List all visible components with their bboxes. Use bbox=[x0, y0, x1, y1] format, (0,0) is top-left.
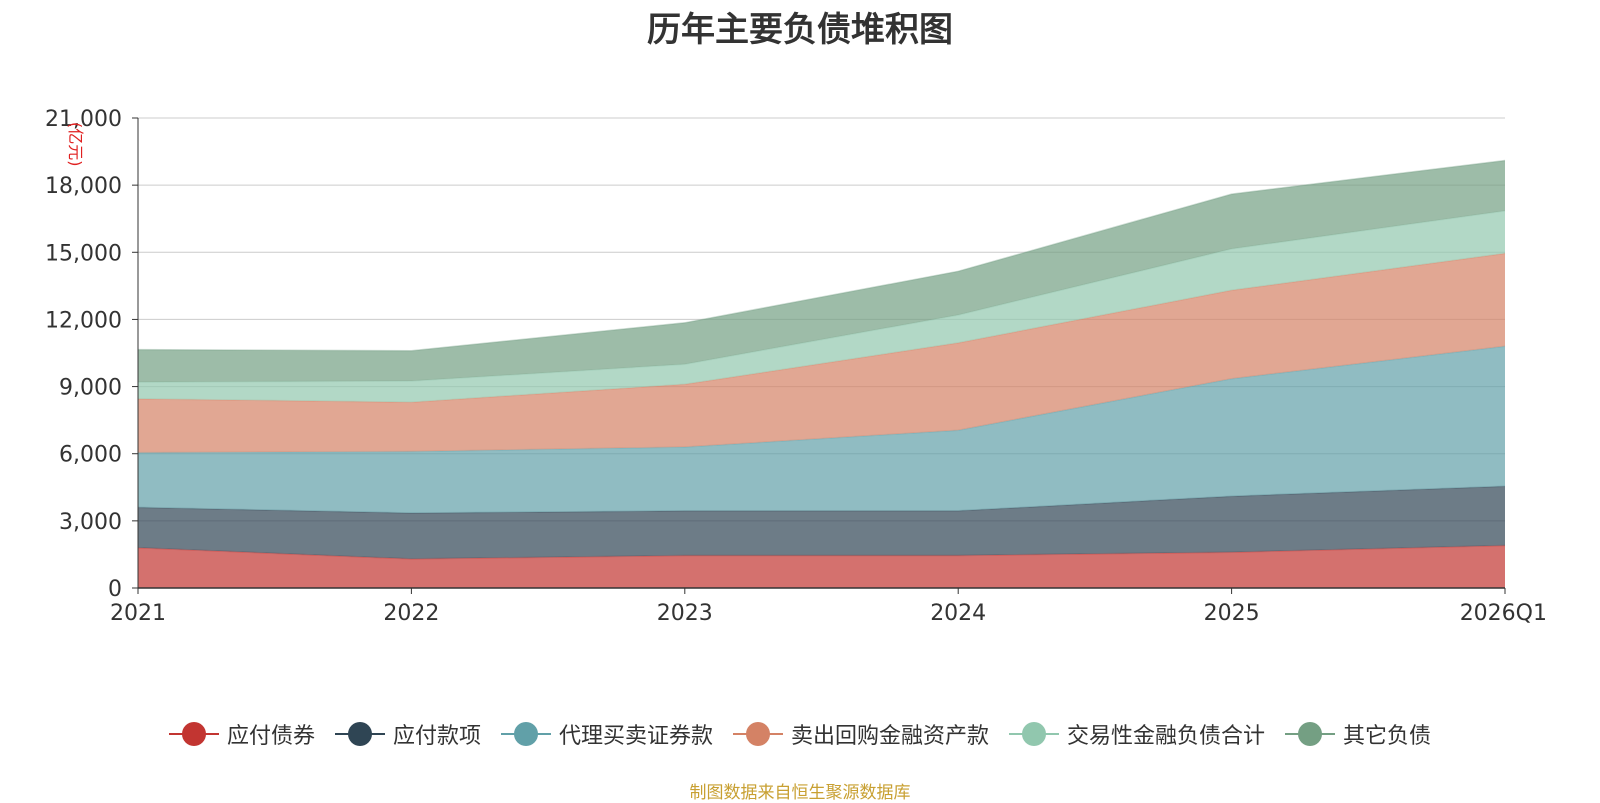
y-tick-label: 18,000 bbox=[45, 174, 122, 199]
legend-marker-icon bbox=[1285, 722, 1336, 746]
area-series-6[interactable] bbox=[138, 160, 1505, 383]
area-series-1[interactable] bbox=[138, 545, 1505, 589]
x-tick-label: 2023 bbox=[657, 601, 713, 626]
y-tick-label: 0 bbox=[108, 577, 122, 602]
area-series-2[interactable] bbox=[138, 486, 1505, 559]
data-source-note: 制图数据来自恒生聚源数据库 bbox=[689, 783, 911, 803]
legend-item-1[interactable]: 应付债券 bbox=[168, 718, 315, 750]
x-tick-label: 2024 bbox=[930, 601, 986, 626]
x-tick-label: 2022 bbox=[383, 601, 439, 626]
y-tick-label: 15,000 bbox=[45, 241, 122, 266]
y-tick-label: 12,000 bbox=[45, 308, 122, 333]
y-axis-unit-label: (亿元) bbox=[66, 122, 85, 167]
x-tick-label: 2026Q1 bbox=[1460, 601, 1547, 626]
legend-label: 应付款项 bbox=[392, 724, 481, 749]
legend-label: 其它负债 bbox=[1343, 724, 1432, 749]
legend-label: 卖出回购金融资产款 bbox=[791, 724, 990, 749]
chart-title: 历年主要负债堆积图 bbox=[647, 10, 953, 50]
legend-marker-icon bbox=[334, 722, 385, 746]
axes: 0 3,000 6,000 9,000 12,000 15,000 18,000 21,000… bbox=[45, 107, 1547, 626]
legend-marker-icon bbox=[1009, 722, 1060, 746]
area-series-5[interactable] bbox=[138, 210, 1505, 403]
legend-item-5[interactable]: 交易性金融负债合计 bbox=[1009, 718, 1265, 750]
legend-item-4[interactable]: 卖出回购金融资产款 bbox=[733, 718, 989, 750]
y-tick-label: 6,000 bbox=[59, 443, 122, 468]
y-tick-label: 3,000 bbox=[59, 510, 122, 535]
legend-marker-icon bbox=[500, 722, 551, 746]
area-series bbox=[137, 159, 1506, 589]
legend-label: 交易性金融负债合计 bbox=[1067, 724, 1266, 749]
legend-label: 应付债券 bbox=[226, 724, 315, 749]
x-tick-label: 2021 bbox=[110, 601, 166, 626]
x-tick-label: 2025 bbox=[1204, 601, 1260, 626]
legend-marker-icon bbox=[168, 722, 219, 746]
legend-label: 代理买卖证券款 bbox=[558, 724, 713, 749]
y-tick-label: 9,000 bbox=[59, 376, 122, 401]
area-series-line-6 bbox=[137, 159, 1506, 352]
area-series-3[interactable] bbox=[138, 346, 1505, 513]
y-tick-label: 21,000 bbox=[45, 107, 122, 132]
legend-marker-icon bbox=[733, 722, 783, 746]
legend: 应付债券 应付款项 代理买卖证券款 卖出回购金融资产款 交易性金融负债合计 其它负债 bbox=[0, 718, 1600, 750]
legend-item-2[interactable]: 应付款项 bbox=[334, 718, 481, 750]
area-series-4[interactable] bbox=[138, 253, 1505, 453]
legend-item-6[interactable]: 其它负债 bbox=[1285, 718, 1431, 750]
legend-item-3[interactable]: 代理买卖证券款 bbox=[500, 718, 713, 750]
